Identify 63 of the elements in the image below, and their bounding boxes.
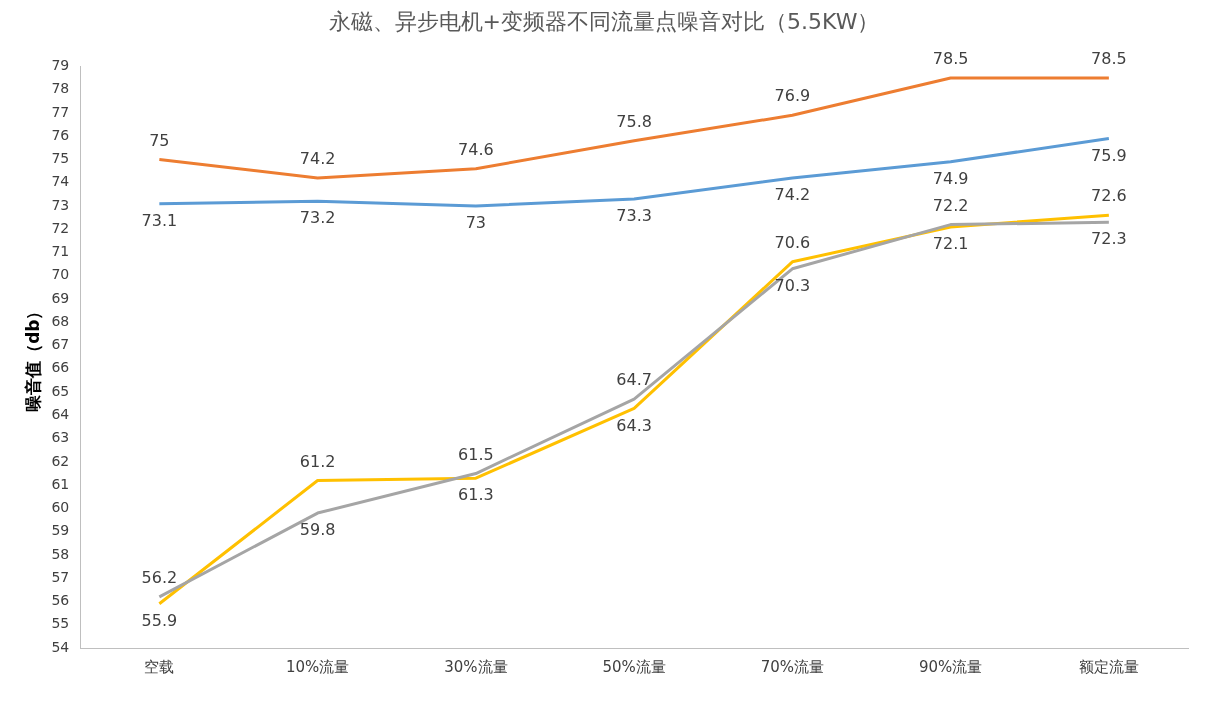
data-label: 74.2 (774, 185, 811, 205)
y-tick-label: 79 (51, 57, 70, 74)
y-tick-label: 56 (51, 592, 70, 609)
data-label: 76.9 (774, 86, 811, 106)
y-tick-label: 57 (51, 568, 70, 585)
data-label: 73 (465, 213, 487, 233)
data-label: 78.5 (932, 49, 969, 69)
data-label: 61.2 (299, 451, 336, 471)
data-label: 74.2 (299, 149, 336, 169)
y-tick-label: 75 (51, 150, 70, 167)
y-tick-label: 76 (51, 126, 70, 143)
y-tick-label: 73 (51, 196, 70, 213)
y-tick-label: 55 (51, 615, 70, 632)
x-tick-label: 10%流量 (285, 657, 350, 676)
data-label: 73.1 (141, 210, 178, 230)
y-tick-label: 72 (51, 219, 70, 236)
x-tick-label: 空载 (144, 657, 175, 676)
x-tick-label: 30%流量 (444, 657, 508, 676)
y-axis-title: 噪音值（db） (22, 302, 43, 412)
data-label: 61.3 (458, 485, 494, 505)
y-tick-label: 58 (51, 545, 70, 562)
data-label: 72.2 (932, 195, 969, 215)
data-label: 75 (149, 130, 170, 150)
y-tick-label: 63 (51, 429, 70, 446)
data-label: 72.6 (1091, 186, 1127, 206)
data-label: 70.6 (774, 232, 811, 252)
data-label: 74.6 (458, 139, 494, 159)
y-tick-label: 54 (51, 638, 70, 655)
data-label: 64.7 (616, 370, 652, 390)
data-label: 75.9 (1091, 145, 1127, 165)
x-tick-label: 90%流量 (918, 657, 983, 676)
y-tick-label: 68 (51, 312, 70, 329)
y-tick-label: 78 (51, 80, 70, 97)
y-tick-label: 64 (51, 406, 70, 422)
y-tick-label: 59 (51, 522, 70, 539)
data-label: 72.3 (1091, 229, 1127, 249)
chart-title: 永磁、异步电机+变频器不同流量点噪音对比（5.5KW） (328, 8, 880, 34)
y-tick-label: 62 (51, 452, 70, 469)
y-tick-label: 69 (51, 289, 70, 306)
data-label: 55.9 (141, 610, 178, 630)
y-tick-label: 67 (51, 336, 70, 353)
data-label: 59.8 (299, 520, 336, 540)
data-label: 73.2 (299, 208, 336, 228)
data-label: 56.2 (141, 567, 178, 587)
data-label: 73.3 (616, 206, 652, 226)
data-label: 72.1 (932, 234, 969, 254)
data-label: 74.9 (932, 168, 969, 188)
y-tick-label: 61 (51, 475, 70, 492)
y-tick-label: 65 (51, 382, 70, 399)
x-tick-label: 50%流量 (602, 657, 666, 676)
y-tick-label: 71 (51, 243, 70, 260)
data-label: 64.3 (616, 415, 652, 435)
data-label: 78.5 (1091, 49, 1127, 69)
y-tick-label: 70 (51, 266, 70, 283)
y-tick-label: 66 (51, 359, 70, 376)
x-tick-label: 额定流量 (1078, 657, 1139, 676)
data-label: 75.8 (616, 112, 652, 131)
data-label: 61.5 (458, 444, 494, 464)
x-tick-label: 70%流量 (760, 657, 825, 676)
y-tick-label: 77 (51, 103, 70, 120)
y-tick-label: 74 (51, 173, 70, 190)
data-label: 70.3 (774, 275, 811, 295)
y-tick-label: 60 (51, 499, 70, 516)
